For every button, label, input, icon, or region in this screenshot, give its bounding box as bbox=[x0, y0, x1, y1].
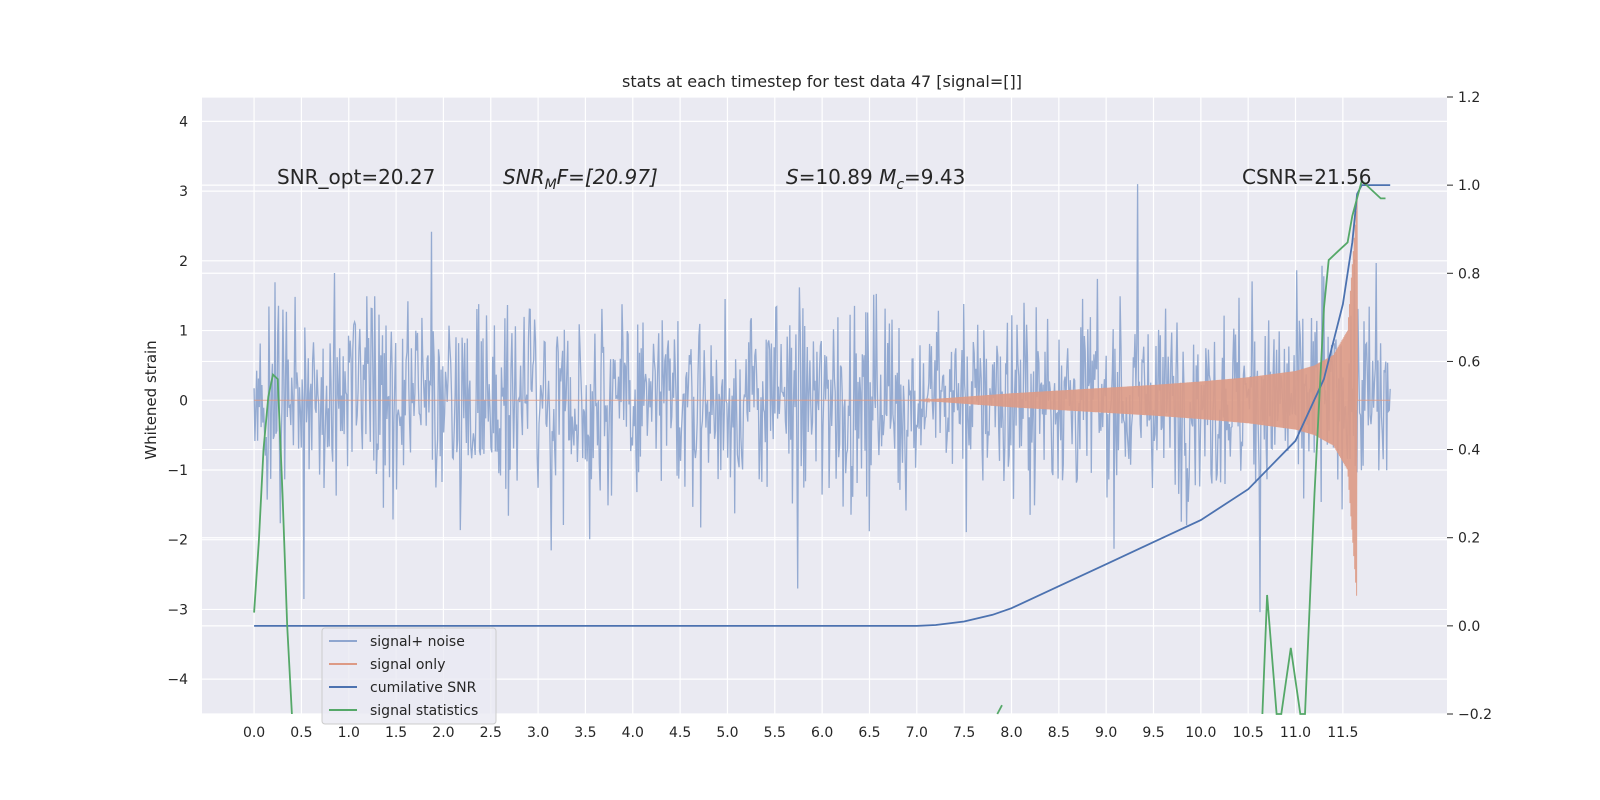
y2-tick-label: 1.2 bbox=[1458, 90, 1480, 106]
x-axis: 0.0 0.5 1.0 1.5 2.0 2.5 3.0 3.5 4.0 4.5 5.0 5.5 6.0 6… bbox=[243, 725, 1359, 741]
signal-only-line bbox=[254, 198, 1391, 596]
annotation-mc-value: =9.43 bbox=[904, 165, 965, 189]
signal-statistics-line bbox=[996, 704, 1003, 715]
x-tick-label: 8.5 bbox=[1048, 725, 1070, 741]
x-tick-label: 2.0 bbox=[432, 725, 454, 741]
y2-tick-label: −0.2 bbox=[1458, 707, 1492, 723]
signal-statistics-line bbox=[253, 372, 293, 715]
x-tick-label: 0.5 bbox=[290, 725, 312, 741]
x-tick-label: 7.0 bbox=[906, 725, 928, 741]
y-tick-label: 0 bbox=[179, 393, 188, 409]
y-tick-label: −1 bbox=[167, 463, 188, 479]
legend-label: signal statistics bbox=[370, 703, 478, 719]
annotation-mc-sub: c bbox=[896, 177, 904, 193]
legend-label: cumilative SNR bbox=[370, 680, 477, 696]
x-tick-label: 8.0 bbox=[1000, 725, 1022, 741]
x-tick-label: 4.5 bbox=[669, 725, 691, 741]
annotation-snr-mf: SNRMF=[20.97] bbox=[503, 165, 658, 193]
y2-tick-label: 0.6 bbox=[1458, 354, 1480, 370]
annotation-s-label: S bbox=[786, 165, 799, 189]
x-tick-label: 10.0 bbox=[1185, 725, 1216, 741]
x-tick-label: 7.5 bbox=[953, 725, 975, 741]
y-tick-label: 3 bbox=[179, 184, 188, 200]
y-axis-left: 4 3 2 1 0 −1 −2 −3 −4 bbox=[167, 114, 188, 688]
annotation-mc-label: M bbox=[879, 165, 896, 189]
y-tick-label: 1 bbox=[179, 324, 188, 340]
annotation-snr-opt: SNR_opt=20.27 bbox=[277, 165, 435, 189]
y2-tick-label: 0.2 bbox=[1458, 531, 1480, 547]
gridlines bbox=[202, 96, 1447, 715]
annotation-snr-mf-sub: M bbox=[545, 177, 557, 193]
y-axis-label: Whitened strain bbox=[142, 340, 160, 459]
y-tick-label: −2 bbox=[167, 533, 188, 549]
y-tick-label: −4 bbox=[167, 672, 188, 688]
series-signal-statistics bbox=[253, 179, 1386, 715]
cumulative-snr-line bbox=[254, 184, 1391, 627]
y2-tick-label: 0.4 bbox=[1458, 443, 1480, 459]
x-tick-label: 5.5 bbox=[764, 725, 786, 741]
x-tick-label: 5.0 bbox=[716, 725, 738, 741]
y-axis-right: 1.2 1.0 0.8 0.6 0.4 0.2 0.0 −0.2 bbox=[1447, 90, 1492, 723]
x-tick-label: 1.0 bbox=[338, 725, 360, 741]
y2-tick-label: 1.0 bbox=[1458, 178, 1480, 194]
annotation-s-mc: S=10.89 Mc=9.43 bbox=[786, 165, 965, 193]
annotation-snr-mf-main: SNR bbox=[503, 165, 545, 189]
legend: signal+ noise signal only cumilative SNR si… bbox=[321, 627, 497, 725]
series-signal-only bbox=[254, 198, 1391, 596]
y2-tick-label: 0.0 bbox=[1458, 619, 1480, 635]
annotation-s-value: =10.89 bbox=[799, 165, 879, 189]
series-cumulative-snr bbox=[254, 184, 1391, 627]
x-tick-label: 3.5 bbox=[574, 725, 596, 741]
x-tick-label: 9.0 bbox=[1095, 725, 1117, 741]
x-tick-label: 9.5 bbox=[1142, 725, 1164, 741]
legend-label: signal+ noise bbox=[370, 634, 465, 650]
y-tick-label: −3 bbox=[167, 602, 188, 618]
x-tick-label: 6.5 bbox=[858, 725, 880, 741]
x-tick-label: 10.5 bbox=[1233, 725, 1264, 741]
annotation-snr-mf-rest: F=[20.97] bbox=[557, 165, 658, 189]
x-tick-label: 6.0 bbox=[811, 725, 833, 741]
x-tick-label: 11.5 bbox=[1327, 725, 1358, 741]
x-tick-label: 2.5 bbox=[480, 725, 502, 741]
x-tick-label: 11.0 bbox=[1280, 725, 1311, 741]
x-tick-label: 4.0 bbox=[622, 725, 644, 741]
y-tick-label: 4 bbox=[179, 114, 188, 130]
x-tick-label: 3.0 bbox=[527, 725, 549, 741]
x-tick-label: 0.0 bbox=[243, 725, 265, 741]
chart-title: stats at each timestep for test data 47 … bbox=[622, 72, 1022, 91]
y2-tick-label: 0.8 bbox=[1458, 266, 1480, 282]
y-tick-label: 2 bbox=[179, 254, 188, 270]
x-tick-label: 1.5 bbox=[385, 725, 407, 741]
legend-label: signal only bbox=[370, 657, 445, 673]
annotation-csnr: CSNR=21.56 bbox=[1242, 165, 1372, 189]
signal-statistics-line bbox=[1261, 179, 1386, 715]
legend-box bbox=[321, 627, 497, 725]
